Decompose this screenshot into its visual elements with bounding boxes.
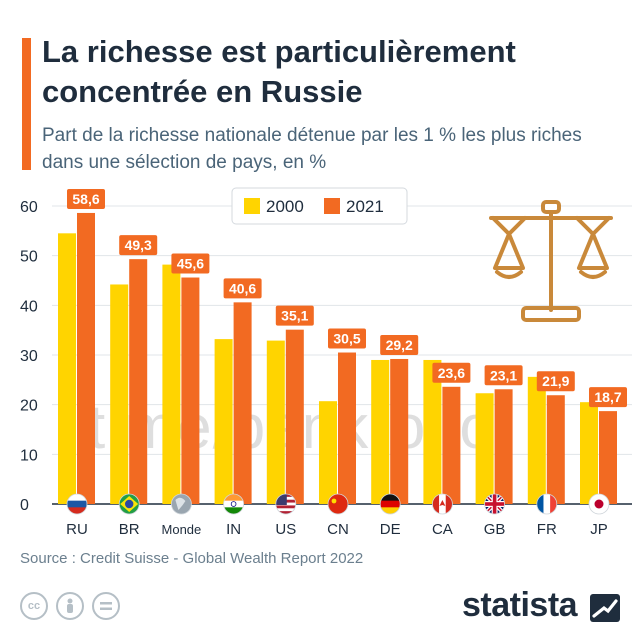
svg-text:18,7: 18,7 [594,389,621,405]
flag-br-icon [118,493,140,515]
data-label-CA: 23,6 [432,362,471,383]
y-axis-ticks: 0 10 20 30 40 50 60 [20,199,38,514]
category-label-US: US [275,521,296,538]
bar-2021-BR [129,259,148,504]
flag-fr-icon [536,493,558,515]
globe-icon [170,493,192,515]
legend-swatch-2000 [244,198,260,214]
bar-2000-BR [110,284,129,504]
data-label-JP: 18,7 [589,387,627,408]
svg-text:45,6: 45,6 [177,256,204,272]
flag-gb-icon [484,493,506,515]
bar-2021-US [285,329,304,504]
bar-2000-DE [371,359,390,504]
category-label-GB: GB [484,521,506,538]
bar-2021-RU [77,212,95,504]
svg-text:30,5: 30,5 [333,331,360,347]
legend: 2000 2021 [231,187,408,225]
bar-2021-CN [338,352,356,504]
bar-2000-FR [527,376,546,504]
statista-logo-text: statista [462,586,578,624]
bar-2000-RU [58,233,76,505]
flag-jp-icon [588,493,610,515]
data-label-BR: 49,3 [119,235,158,256]
person-icon [56,592,84,620]
equals-icon [92,592,120,620]
bars [58,212,617,505]
category-label-DE: DE [380,521,401,538]
source-note: Source : Credit Suisse - Global Wealth R… [20,550,364,567]
scales-icon [489,200,613,322]
y-tick-label: 20 [20,398,38,415]
chart-subtitle: Part de la richesse nationale détenue pa… [42,125,582,173]
statista-logo-icon [590,594,620,622]
y-tick-label: 30 [20,348,38,365]
svg-text:58,6: 58,6 [72,191,99,207]
legend-label-2000: 2000 [266,197,304,216]
category-label-JP: JP [590,521,608,538]
bar-2000-CN [319,401,337,504]
category-label-Monde: Monde [162,522,202,537]
y-tick-label: 40 [20,298,38,315]
svg-text:40,6: 40,6 [229,280,256,296]
data-label-GB: 23,1 [484,365,523,386]
bar-2000-IN [214,339,233,504]
bar-chart: 0 10 20 30 40 50 60 58,6 49,3 45,6 40,6 35,1 30,5 29… [20,187,632,538]
svg-text:23,6: 23,6 [438,365,465,381]
cc-icon: cc [20,592,48,620]
data-label-CN: 30,5 [328,328,366,349]
data-label-RU: 58,6 [67,188,105,209]
data-labels: 58,6 49,3 45,6 40,6 35,1 30,5 29,2 23,6 23,1 21,9… [67,188,627,408]
bar-2021-GB [494,389,513,504]
bar-2021-IN [233,302,252,504]
svg-text:23,1: 23,1 [490,367,517,383]
bar-2021-JP [599,411,617,504]
bar-2021-DE [390,358,409,504]
legend-swatch-2021 [324,198,340,214]
y-tick-label: 60 [20,199,38,216]
chart-title: La richesse est particulièrement concent… [42,34,516,109]
bar-2021-FR [546,395,565,504]
data-label-US: 35,1 [275,305,314,326]
license-icons: cc [20,592,120,620]
bar-2000-US [266,340,285,504]
category-label-BR: BR [119,521,140,538]
category-label-CA: CA [432,521,453,538]
flag-us-icon [275,493,297,515]
svg-text:29,2: 29,2 [386,337,413,353]
y-tick-label: 50 [20,249,38,266]
bar-2021-Monde [181,277,200,504]
category-label-RU: RU [66,521,88,538]
bar-2000-CA [423,359,442,504]
category-label-IN: IN [226,521,241,538]
title-accent-bar [22,38,31,170]
bar-2000-GB [475,393,494,504]
bar-2021-CA [442,386,461,504]
category-label-CN: CN [327,521,349,538]
svg-text:21,9: 21,9 [542,373,569,389]
data-label-Monde: 45,6 [171,253,210,274]
svg-text:49,3: 49,3 [125,237,152,253]
flag-ca-icon [431,493,453,515]
flag-cn-icon [327,493,349,515]
flag-de-icon [379,493,401,515]
flag-ru-icon [66,493,88,515]
y-tick-label: 10 [20,447,38,464]
category-label-FR: FR [537,521,557,538]
x-axis-categories: RU BR Monde IN US CN DE CA GB FR JP [66,493,610,538]
bar-2000-Monde [162,264,181,504]
y-tick-label: 0 [20,497,29,514]
data-label-FR: 21,9 [536,371,575,392]
legend-box [231,187,408,225]
data-label-DE: 29,2 [380,334,419,355]
flag-in-icon [223,493,245,515]
bar-2000-JP [580,402,598,504]
svg-text:35,1: 35,1 [281,308,308,324]
legend-label-2021: 2021 [346,197,384,216]
data-label-IN: 40,6 [223,278,262,299]
